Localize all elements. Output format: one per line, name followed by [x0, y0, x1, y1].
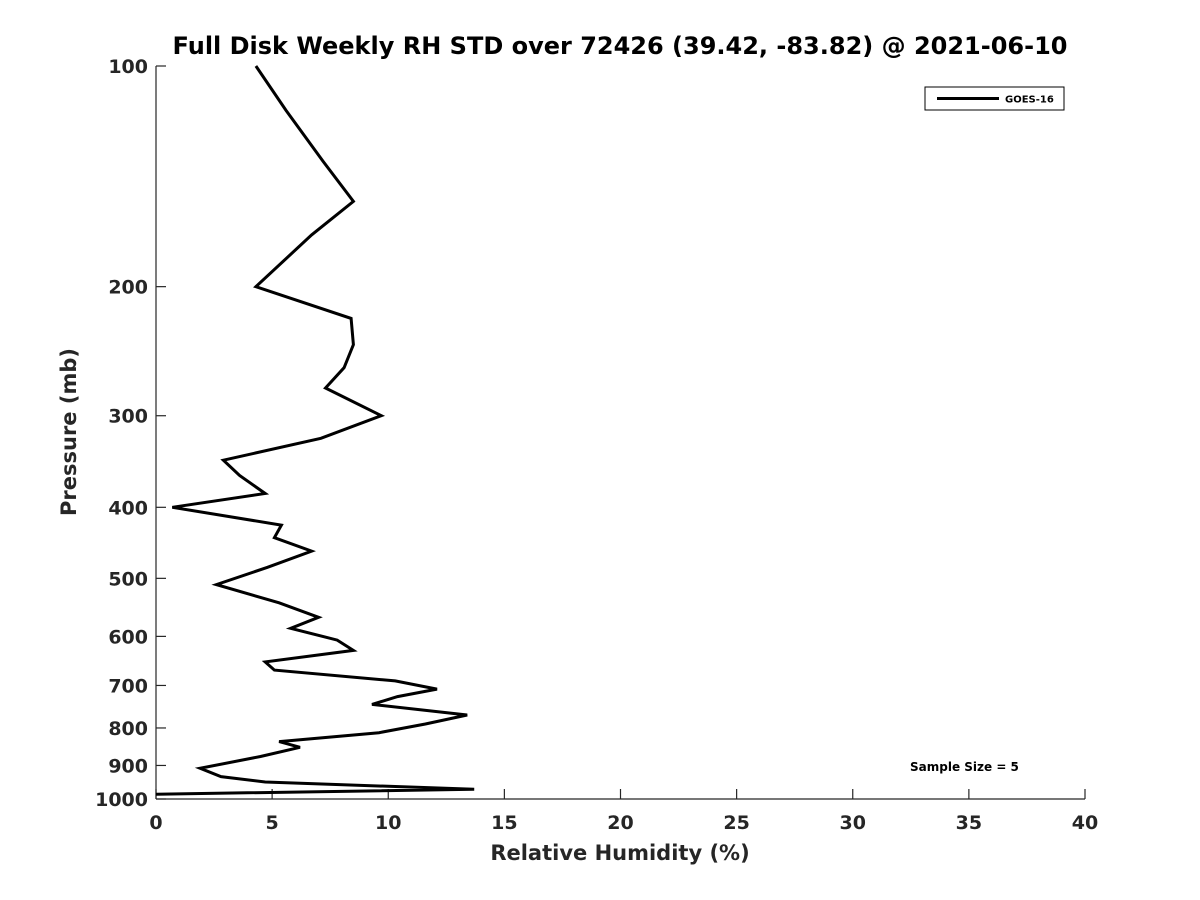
y-tick-label: 1000 — [95, 789, 148, 811]
x-axis-label: Relative Humidity (%) — [490, 841, 749, 865]
y-tick-label: 400 — [108, 497, 148, 519]
y-tick-label: 500 — [108, 568, 148, 590]
x-tick-label: 30 — [840, 812, 866, 834]
x-axis-ticks: 0 5 10 15 20 25 30 35 40 — [149, 789, 1098, 834]
y-tick-label: 800 — [108, 718, 148, 740]
y-tick-label: 600 — [108, 626, 148, 648]
y-tick-label: 300 — [108, 406, 148, 428]
x-tick-label: 35 — [956, 812, 982, 834]
sample-size-annotation: Sample Size = 5 — [910, 760, 1019, 774]
y-tick-label: 100 — [108, 56, 148, 78]
x-tick-label: 25 — [723, 812, 749, 834]
x-tick-label: 0 — [149, 812, 162, 834]
y-axis-label: Pressure (mb) — [57, 348, 81, 516]
chart-title: Full Disk Weekly RH STD over 72426 (39.4… — [173, 32, 1068, 60]
x-tick-label: 15 — [491, 812, 517, 834]
x-tick-label: 20 — [607, 812, 633, 834]
series-line-goes-16 — [155, 65, 475, 796]
x-tick-label: 5 — [266, 812, 279, 834]
legend: GOES-16 — [924, 86, 1065, 111]
y-tick-label: 700 — [108, 675, 148, 697]
x-tick-label: 10 — [375, 812, 401, 834]
y-tick-label: 900 — [108, 755, 148, 777]
x-tick-label: 40 — [1072, 812, 1098, 834]
y-axis-ticks: 100 200 300 400 500 600 700 800 900 1000 — [95, 56, 166, 811]
legend-label-goes-16: GOES-16 — [1005, 95, 1054, 106]
y-tick-label: 200 — [108, 277, 148, 299]
